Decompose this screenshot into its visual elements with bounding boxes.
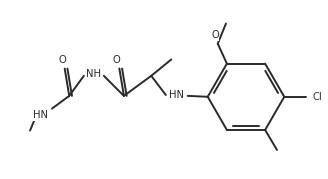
Text: O: O xyxy=(113,55,120,65)
Text: NH: NH xyxy=(86,69,101,79)
Text: Cl: Cl xyxy=(312,92,322,102)
Text: HN: HN xyxy=(169,90,184,100)
Text: O: O xyxy=(58,55,66,65)
Text: O: O xyxy=(211,30,219,40)
Text: HN: HN xyxy=(33,110,49,120)
